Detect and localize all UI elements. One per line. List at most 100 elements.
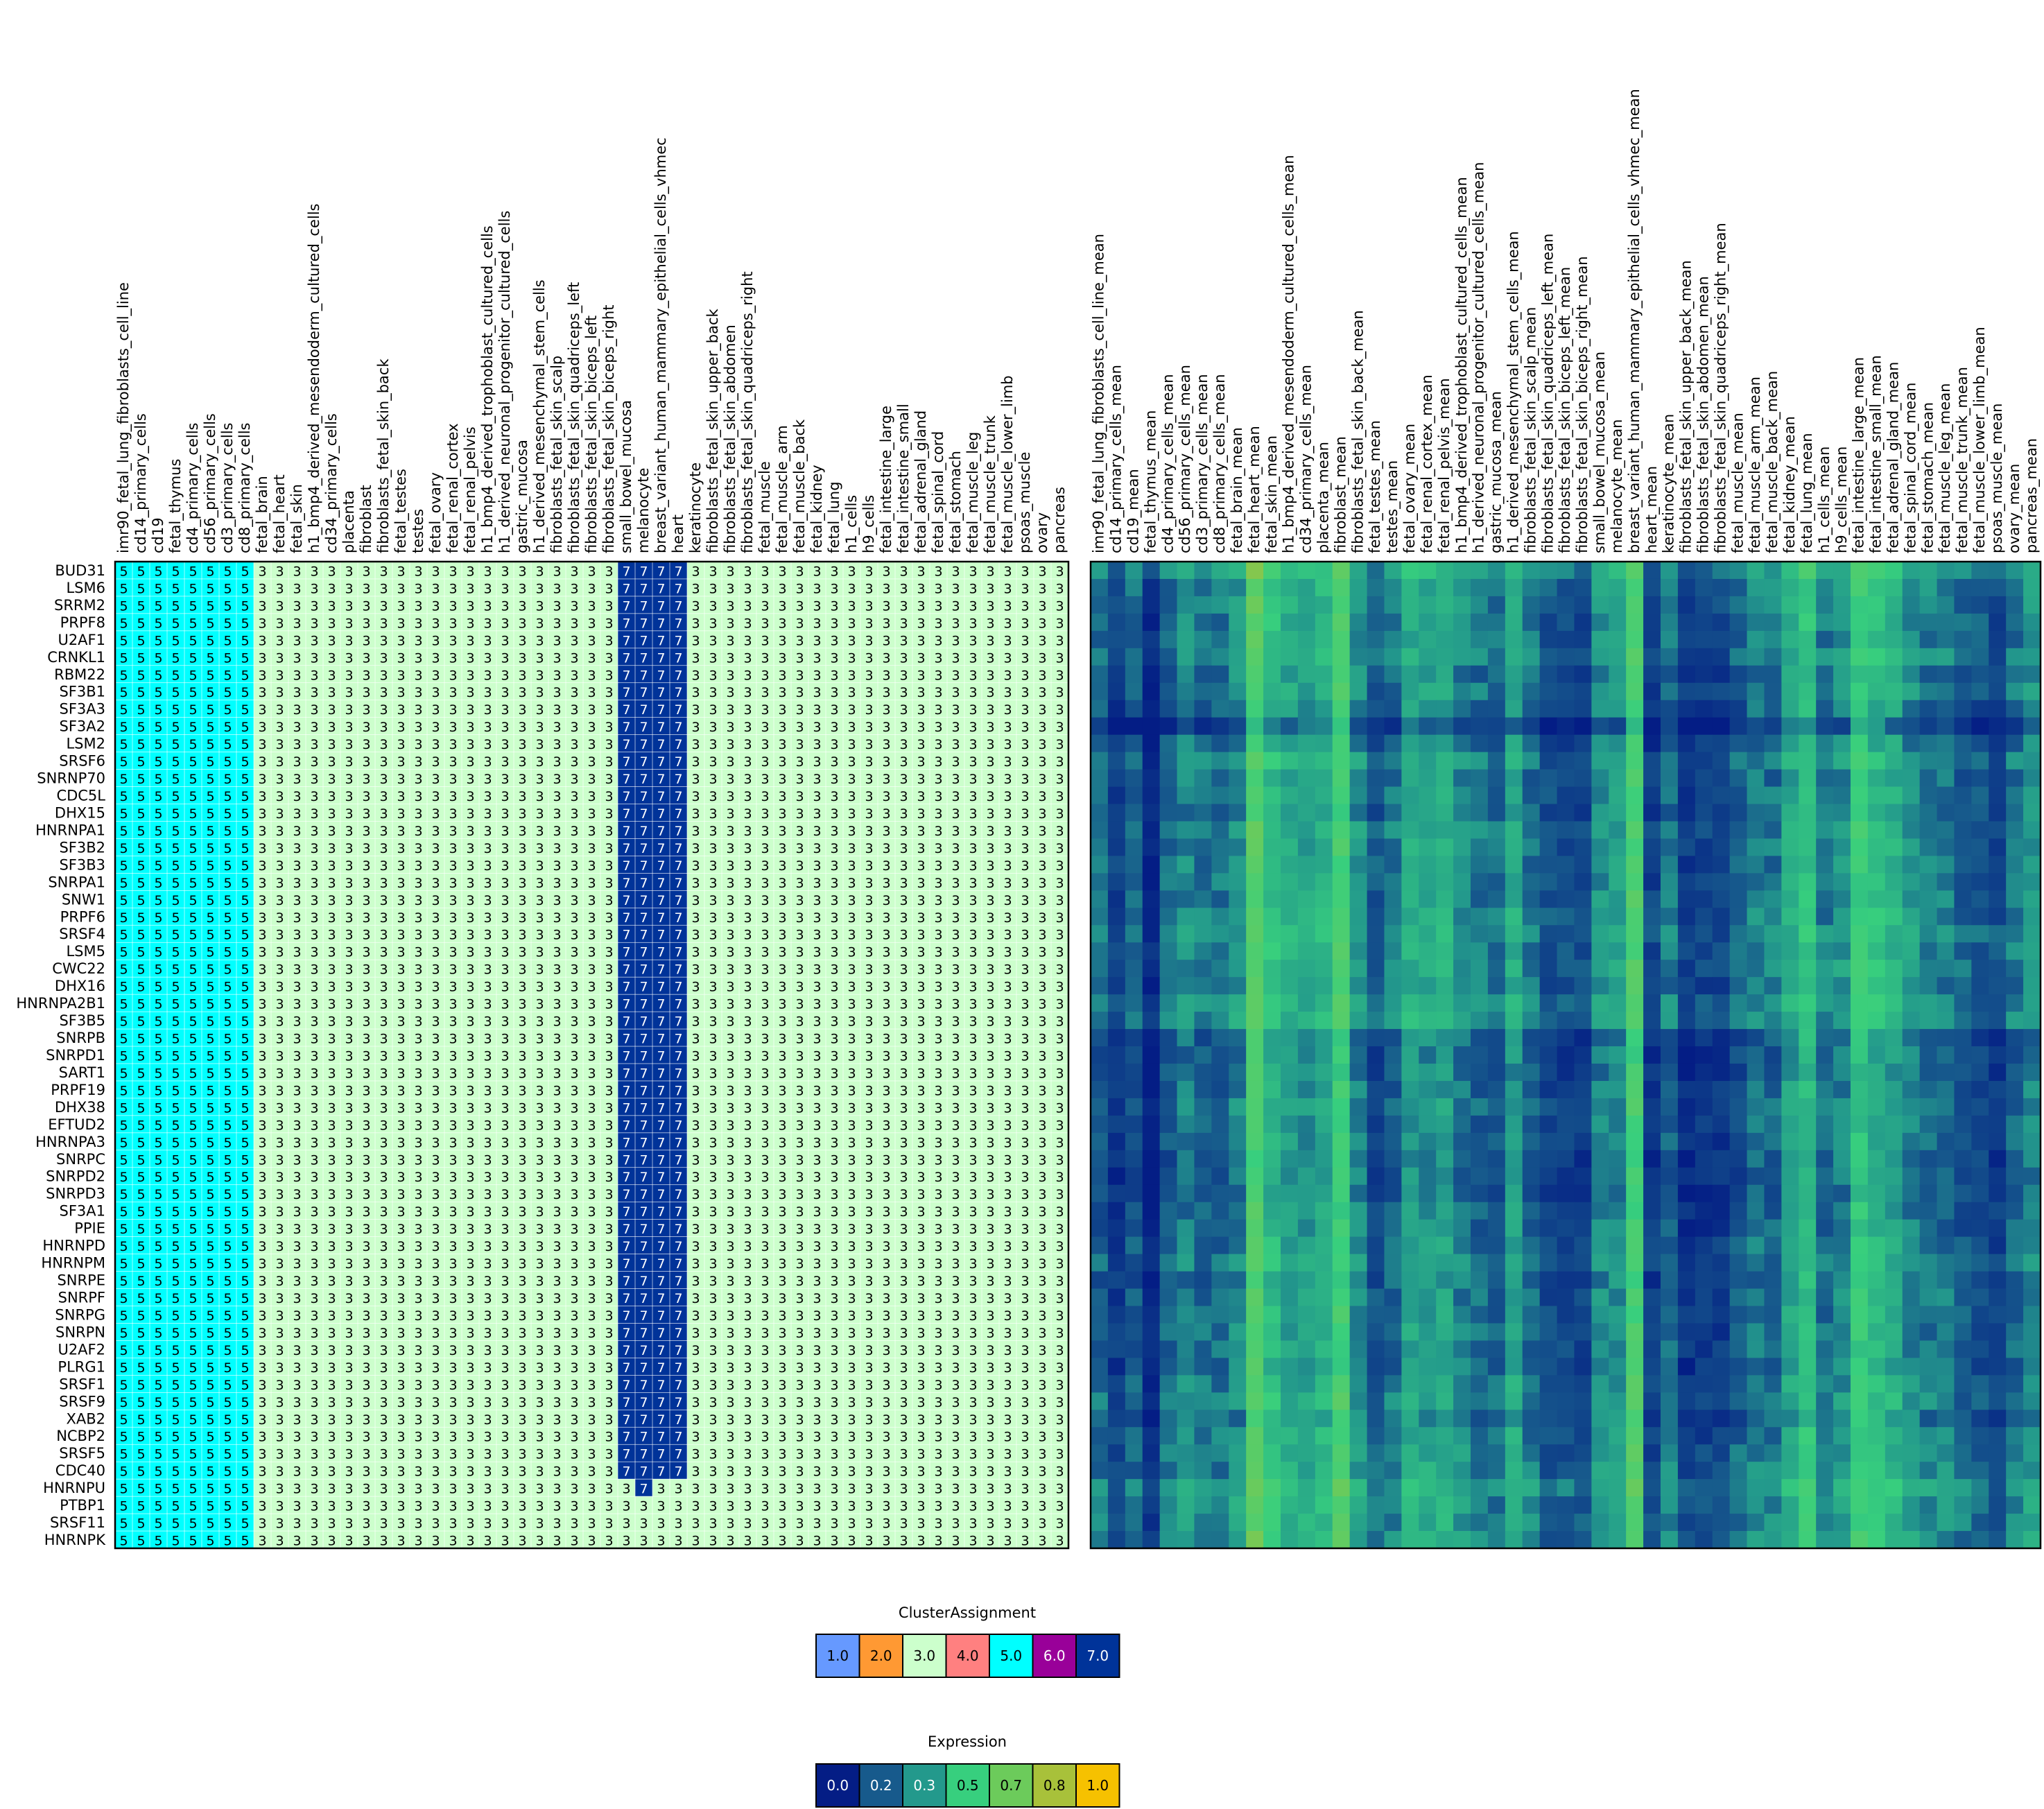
cluster-cell-label: 5 — [206, 1222, 214, 1237]
cluster-cell-label: 5 — [137, 1239, 145, 1254]
cluster-cell-label: 3 — [587, 841, 596, 856]
cluster-cell-label: 5 — [223, 980, 232, 995]
cluster-cell-label: 3 — [986, 1048, 994, 1064]
cluster-cell-label: 3 — [449, 1083, 457, 1098]
cluster-cell-label: 3 — [1003, 876, 1012, 891]
cluster-cell-label: 3 — [951, 1187, 960, 1202]
cluster-cell-label: 3 — [865, 945, 873, 960]
cluster-cell-label: 5 — [206, 945, 214, 960]
cluster-cell-label: 5 — [241, 1187, 249, 1202]
cluster-cell-label: 3 — [293, 616, 301, 631]
cluster-cell-label: 3 — [709, 997, 717, 1012]
cluster-cell-label: 5 — [137, 1308, 145, 1324]
cluster-cell-label: 3 — [1003, 910, 1012, 926]
cluster-cell-label: 3 — [293, 633, 301, 648]
cluster-cell-label: 5 — [241, 650, 249, 666]
cluster-cell-label: 3 — [934, 1204, 942, 1220]
cluster-cell-label: 3 — [882, 754, 890, 770]
cluster-cell-label: 3 — [483, 1048, 492, 1064]
cluster-cell-label: 3 — [969, 1118, 977, 1133]
cluster-cell-label: 3 — [483, 980, 492, 995]
cluster-cell-label: 3 — [258, 824, 266, 839]
cluster-cell-label: 3 — [258, 1118, 266, 1133]
cluster-cell-label: 3 — [431, 633, 440, 648]
cluster-cell-label: 3 — [275, 1291, 284, 1306]
cluster-cell-label: 3 — [431, 1239, 440, 1254]
cluster-cell-label: 3 — [310, 1083, 318, 1098]
cluster-cell-label: 3 — [1003, 824, 1012, 839]
cluster-cell-label: 3 — [293, 1239, 301, 1254]
cluster-cell-label: 3 — [587, 1187, 596, 1202]
cluster-cell-label: 3 — [917, 1135, 925, 1150]
cluster-cell-label: 3 — [449, 1048, 457, 1064]
cluster-cell-label: 3 — [1003, 702, 1012, 718]
cluster-cell-label: 3 — [293, 980, 301, 995]
cluster-cell-label: 3 — [587, 910, 596, 926]
cluster-cell-label: 3 — [258, 1152, 266, 1168]
cluster-cell-label: 3 — [795, 841, 804, 856]
cluster-cell-label: 5 — [154, 1222, 162, 1237]
cluster-cell — [582, 561, 601, 580]
cluster-cell-label: 3 — [535, 962, 544, 978]
cluster-cell-label: 3 — [795, 928, 804, 943]
cluster-cell-label: 3 — [830, 876, 838, 891]
cluster-cell-label: 3 — [483, 581, 492, 596]
cluster-cell-label: 3 — [379, 1239, 388, 1254]
cluster-cell — [340, 596, 358, 614]
cluster-cell-label: 3 — [483, 997, 492, 1012]
cluster-cell-label: 3 — [258, 910, 266, 926]
cluster-cell-label: 3 — [917, 598, 925, 614]
cluster-cell-label: 3 — [587, 1308, 596, 1324]
cluster-cell-label: 3 — [310, 1048, 318, 1064]
cluster-cell-label: 3 — [934, 772, 942, 787]
cluster-cell-label: 3 — [1021, 841, 1029, 856]
cluster-cell-label: 3 — [397, 1066, 405, 1081]
cluster-cell-label: 3 — [951, 1239, 960, 1254]
cluster-cell-label: 3 — [379, 1032, 388, 1047]
cluster-cell-label: 5 — [171, 598, 180, 614]
cluster-cell-label: 5 — [119, 1100, 128, 1116]
cluster-cell — [149, 613, 168, 632]
cluster-cell-label: 3 — [397, 598, 405, 614]
cluster-cell-label: 3 — [951, 1152, 960, 1168]
cluster-cell-label: 5 — [241, 1291, 249, 1306]
cluster-cell-label: 5 — [137, 1343, 145, 1358]
cluster-cell-label: 7 — [674, 564, 682, 579]
cluster-cell-label: 3 — [795, 893, 804, 908]
cluster-cell — [652, 596, 670, 614]
cluster-cell-label: 3 — [397, 858, 405, 874]
cluster-cell-label: 7 — [657, 1308, 665, 1324]
cluster-cell-label: 3 — [934, 806, 942, 822]
cluster-cell-label: 3 — [258, 893, 266, 908]
cluster-cell-label: 5 — [206, 1239, 214, 1254]
cluster-cell-label: 3 — [518, 1308, 526, 1324]
cluster-cell-label: 3 — [431, 737, 440, 752]
cluster-cell-label: 3 — [969, 962, 977, 978]
cluster-cell-label: 3 — [414, 1222, 422, 1237]
cluster-cell-label: 3 — [865, 962, 873, 978]
cluster-cell-label: 3 — [969, 945, 977, 960]
cluster-cell-label: 3 — [1021, 928, 1029, 943]
cluster-cell-label: 5 — [223, 1135, 232, 1150]
cluster-cell-label: 3 — [1055, 1204, 1064, 1220]
cluster-cell-label: 3 — [986, 1066, 994, 1081]
cluster-cell-label: 3 — [830, 1118, 838, 1133]
cluster-cell-label: 3 — [397, 633, 405, 648]
cluster-cell — [392, 561, 410, 580]
cluster-cell-label: 3 — [327, 806, 336, 822]
cluster-cell-label: 3 — [986, 997, 994, 1012]
cluster-cell-label: 5 — [241, 702, 249, 718]
cluster-cell-label: 3 — [986, 1256, 994, 1272]
cluster-cell-label: 3 — [743, 1048, 752, 1064]
cluster-cell-label: 3 — [293, 581, 301, 596]
cluster-cell-label: 3 — [726, 633, 734, 648]
cluster-cell-label: 3 — [882, 945, 890, 960]
cluster-cell-label: 3 — [899, 650, 908, 666]
cluster-cell-label: 3 — [553, 841, 561, 856]
cluster-cell-label: 5 — [119, 1222, 128, 1237]
cluster-cell-label: 5 — [206, 997, 214, 1012]
cluster-cell-label: 3 — [934, 616, 942, 631]
cluster-cell-label: 3 — [587, 893, 596, 908]
cluster-cell-label: 3 — [1003, 1308, 1012, 1324]
cluster-cell-label: 3 — [1021, 893, 1029, 908]
